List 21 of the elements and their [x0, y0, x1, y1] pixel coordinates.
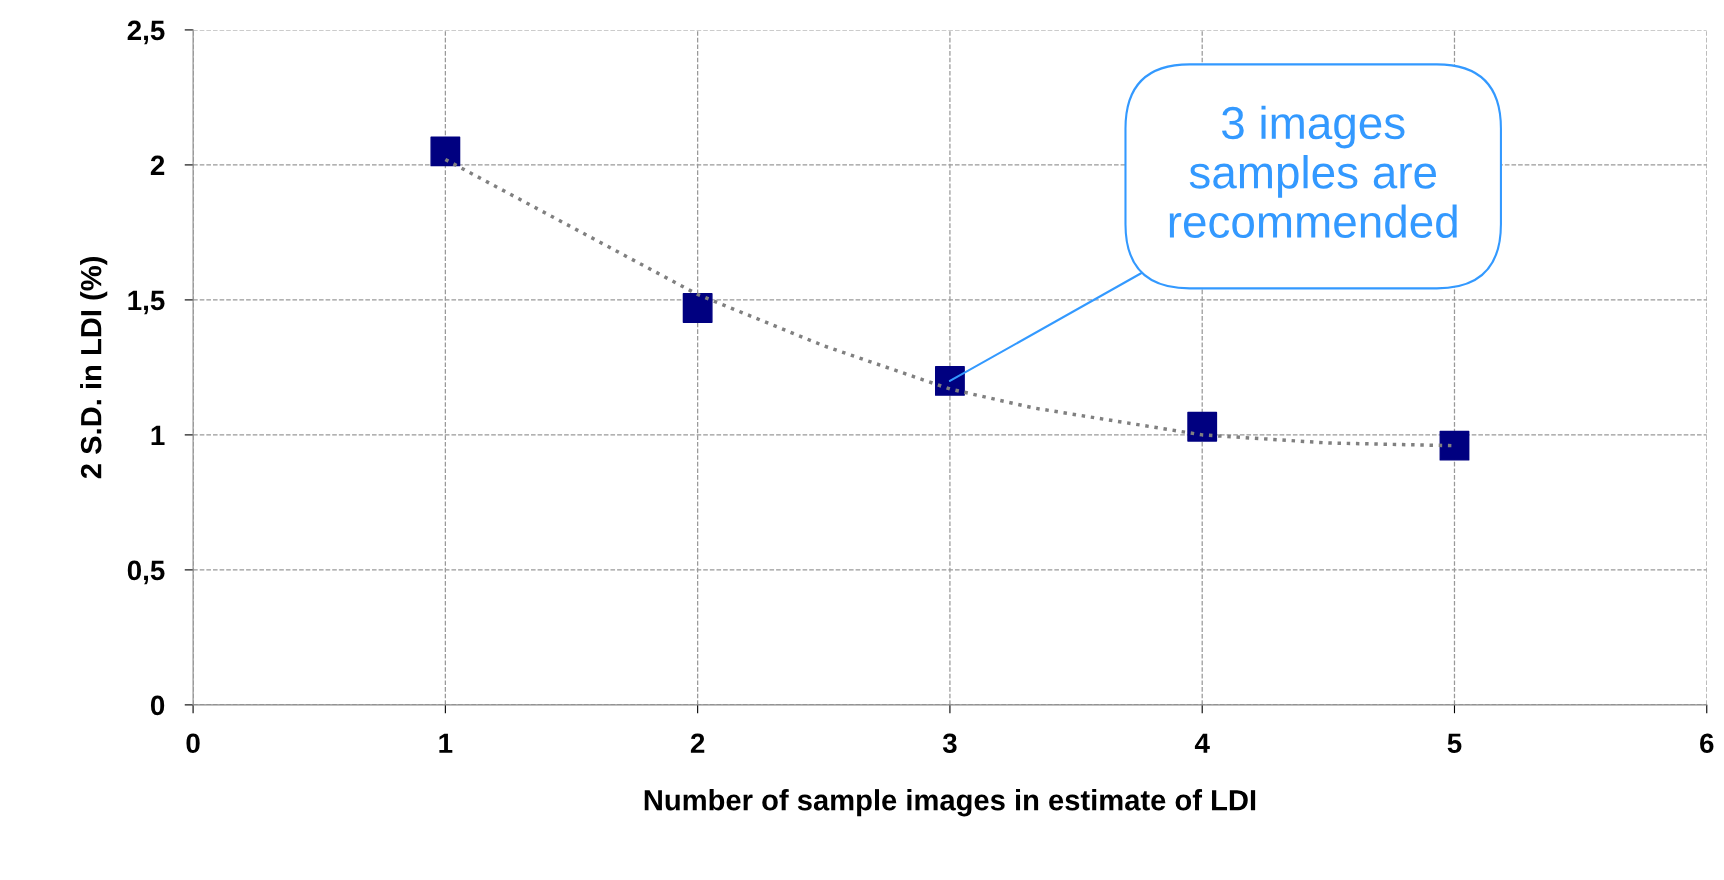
x-tick-label: 3: [942, 733, 957, 754]
y-tick-label: 0: [150, 695, 165, 716]
point: [682, 293, 713, 323]
x-tick-label: 4: [1194, 733, 1210, 753]
x-tick-label: 2: [690, 733, 705, 753]
y-tick-label: 2,5: [127, 20, 165, 45]
y-tick-label: 2: [150, 155, 165, 175]
y-tick-label: 1: [151, 425, 165, 445]
x-axis-title: Number of sample images in estimate of LDI: [644, 789, 1256, 817]
y-tick-label: 1,5: [128, 290, 165, 315]
point: [1439, 430, 1470, 461]
y-tick-label: 0,5: [127, 560, 165, 585]
x-tick-label: 6: [1700, 733, 1714, 754]
point: [430, 136, 461, 167]
x-tick-label: 0: [186, 733, 200, 754]
y-axis-title: 2 S.D. in LDI (%): [80, 257, 108, 479]
point: [1187, 411, 1218, 442]
x-tick-label: 5: [1447, 733, 1462, 754]
annotation: 3 images samples are recommended: [1169, 105, 1457, 239]
x-tick-label: 1: [439, 733, 453, 753]
point: [934, 365, 965, 396]
